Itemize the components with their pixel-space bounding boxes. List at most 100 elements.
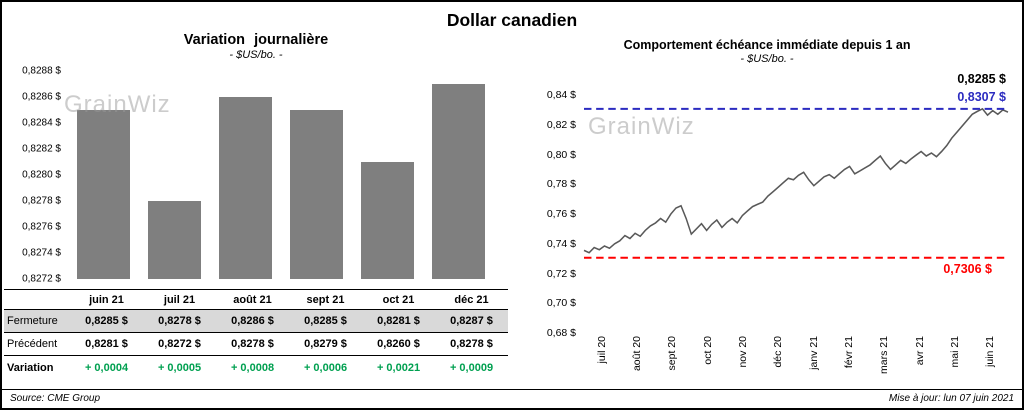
bar-y-tick-label: 0,8278 $ (22, 195, 61, 207)
table-cell: juin 21 (89, 293, 124, 306)
bar-chart: 0,8288 $ 0,8286 $ 0,8284 $ 0,8282 $ 0,8280 $… (4, 66, 508, 285)
bar-oct 21 (360, 162, 415, 279)
table-cell: + 0,0005 (157, 361, 202, 374)
bar-slot (281, 71, 352, 279)
line-x-tick-label: avr 21 (913, 336, 926, 366)
line-x-tick-label: nov 20 (736, 336, 749, 368)
bar-juil 21 (147, 201, 202, 279)
bar-sept 21 (289, 110, 344, 279)
line-x-tick: mars 21 (867, 336, 902, 392)
line-x-tick-label: déc 20 (772, 336, 785, 368)
table-cell: 0,8279 $ (304, 338, 347, 350)
line-x-axis: juil 20 août 20 sept 20 oct 20 nov 20 déc 20 j… (584, 336, 1008, 392)
bar-chart-subtitle: - $US/bo. - (229, 49, 283, 61)
table-row-fermeture: Fermeture 0,8285 $ 0,8278 $ 0,8286 $ 0,8285 … (4, 310, 509, 333)
line-x-tick: oct 20 (690, 336, 725, 392)
table-cell: 0,8281 $ (377, 315, 420, 327)
line-x-tick-label: oct 20 (701, 336, 714, 365)
table-cell: 0,8272 $ (158, 338, 201, 350)
reference-label: 0,8307 $ (957, 89, 1006, 104)
table-cell: sept 21 (306, 293, 345, 306)
bar-y-tick-label: 0,8280 $ (22, 169, 61, 181)
line-chart-title: Comportement échéance immédiate depuis 1… (623, 38, 911, 52)
line-y-tick-label: 0,70 $ (546, 297, 577, 310)
line-y-tick-label: 0,80 $ (546, 148, 577, 161)
bar-plot-area: GrainWiz (64, 71, 494, 279)
line-x-tick: juin 21 (973, 336, 1008, 392)
bar-chart-panel: Variation journalière - $US/bo. - 0,8288… (2, 31, 512, 392)
bar-y-tick-label: 0,8284 $ (22, 117, 61, 129)
bar-y-tick-label: 0,8272 $ (22, 273, 61, 285)
last-value-label: 0,8285 $ (957, 71, 1006, 86)
line-x-tick: nov 20 (725, 336, 760, 392)
table-cell: + 0,0008 (230, 361, 275, 374)
line-x-tick: juil 20 (584, 336, 619, 392)
bar-déc 21 (431, 84, 486, 279)
bar-août 21 (218, 97, 273, 279)
row-label: Variation (7, 361, 54, 374)
table-cell: + 0,0006 (303, 361, 348, 374)
variation-table: juin 21 juil 21 août 21 sept 21 oct 21 déc 21… (4, 289, 509, 379)
page-title: Dollar canadien (446, 10, 578, 30)
line-x-tick: mai 21 (937, 336, 972, 392)
table-cell: + 0,0021 (376, 361, 421, 374)
line-chart-panel: Comportement échéance immédiate depuis 1… (512, 31, 1022, 392)
update-note: Mise à jour: lun 07 juin 2021 (888, 393, 1014, 404)
line-x-tick: févr 21 (831, 336, 866, 392)
bar-y-tick-label: 0,8274 $ (22, 247, 61, 259)
table-cell: 0,8285 $ (85, 315, 128, 327)
bar-y-axis: 0,8288 $ 0,8286 $ 0,8284 $ 0,8282 $ 0,8280 $… (4, 66, 68, 285)
table-cell: 0,8260 $ (377, 338, 420, 350)
line-x-tick: avr 21 (902, 336, 937, 392)
line-x-tick-label: mai 21 (948, 336, 961, 368)
table-cell: 0,8278 $ (158, 315, 201, 327)
line-x-tick-label: août 20 (631, 336, 643, 372)
table-row-precedent: Précédent 0,8281 $ 0,8272 $ 0,8278 $ 0,8279 … (4, 333, 509, 356)
line-x-tick: août 20 (619, 336, 654, 392)
table-cell: oct 21 (382, 293, 415, 306)
bar-y-tick-label: 0,8288 $ (22, 65, 61, 77)
line-x-tick-label: mars 21 (878, 336, 891, 374)
line-x-tick-label: sept 20 (666, 336, 679, 371)
table-cell: 0,8278 $ (450, 338, 493, 350)
price-line (583, 107, 1009, 254)
source-note: Source: CME Group (10, 393, 101, 404)
line-y-tick-label: 0,74 $ (546, 237, 577, 250)
bar-slot (210, 71, 281, 279)
bar-y-tick-label: 0,8276 $ (22, 221, 61, 233)
table-cell: 0,8281 $ (85, 338, 128, 350)
bar-slot (352, 71, 423, 279)
table-row-variation: Variation + 0,0004 + 0,0005 + 0,0008 + 0,000… (4, 356, 508, 379)
bar-slot (423, 71, 494, 279)
line-x-tick-label: févr 21 (842, 336, 855, 369)
footer: Source: CME Group Mise à jour: lun 07 ju… (2, 389, 1022, 408)
row-label: Fermeture (7, 315, 58, 327)
table-cell: + 0,0009 (449, 361, 494, 374)
table-cell: 0,8286 $ (231, 315, 274, 327)
line-y-tick-label: 0,84 $ (546, 89, 577, 101)
bar-slot (68, 71, 139, 279)
bar-chart-title: Variation journalière (183, 32, 329, 48)
line-y-tick-label: 0,76 $ (546, 208, 577, 220)
charts-row: Variation journalière - $US/bo. - 0,8288… (2, 31, 1022, 392)
row-label: Précédent (7, 338, 58, 350)
table-cell: 0,8278 $ (231, 338, 274, 350)
line-chart-subtitle: - $US/bo. - (740, 53, 794, 65)
line-chart: 0,84 $ 0,82 $ 0,80 $ 0,78 $ 0,76 $ 0,74 $ 0,72… (512, 72, 1022, 339)
line-y-tick-label: 0,72 $ (546, 267, 577, 280)
line-y-tick-label: 0,68 $ (546, 327, 577, 339)
reference-label: 0,7306 $ (943, 261, 992, 276)
line-y-tick-label: 0,82 $ (546, 118, 577, 131)
line-x-tick-label: janv 21 (807, 336, 820, 370)
table-cell: déc 21 (454, 293, 489, 306)
line-y-axis: 0,84 $ 0,82 $ 0,80 $ 0,78 $ 0,76 $ 0,74 $ 0,72… (538, 89, 584, 339)
line-x-tick-label: juin 21 (984, 336, 997, 367)
table-row-header: juin 21 juil 21 août 21 sept 21 oct 21 déc 21 (4, 289, 509, 310)
table-cell: + 0,0004 (84, 361, 129, 374)
line-x-tick: sept 20 (655, 336, 690, 392)
table-cell: août 21 (233, 293, 272, 306)
table-cell: 0,8287 $ (450, 315, 493, 327)
line-plot-area: GrainWiz 0,8307 $0,7306 $0,8285 $ (583, 72, 1009, 333)
line-chart-svg (583, 107, 1009, 259)
